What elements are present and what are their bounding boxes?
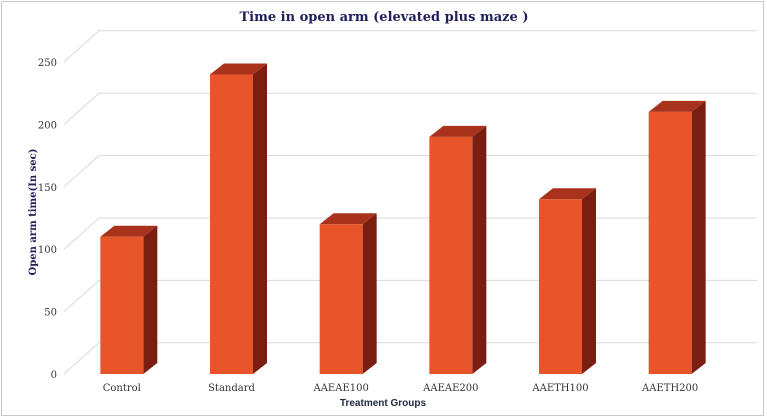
y-tick-label: 100 (38, 245, 57, 256)
x-category-label: AAEAE200 (422, 383, 478, 394)
y-tick-label: 0 (51, 370, 57, 381)
bar-top (319, 213, 377, 225)
bar-side (582, 188, 596, 374)
x-category-label: Control (103, 383, 141, 394)
y-tick-label: 200 (38, 120, 57, 131)
bar (539, 188, 596, 374)
gridline (63, 30, 757, 63)
bar-front (429, 136, 473, 374)
bar-side (691, 100, 706, 375)
y-tick-label: 250 (38, 58, 57, 69)
bar-side (143, 225, 158, 374)
bar-top (429, 125, 487, 137)
bar-top (539, 188, 596, 200)
bar-side (362, 213, 377, 374)
x-category-label: AAEAE100 (312, 383, 368, 394)
gridline (63, 92, 757, 125)
y-tick-label: 50 (44, 308, 57, 319)
bar-top (648, 100, 706, 112)
y-axis-title: Open arm time(In sec) (28, 149, 39, 276)
chart-title: Time in open arm (elevated plus maze ) (240, 10, 529, 25)
bar (429, 125, 487, 374)
gridline (63, 342, 757, 375)
y-tick-label: 150 (38, 183, 57, 194)
x-category-label: AAETH100 (531, 383, 588, 394)
x-category-label: AAETH200 (641, 383, 698, 394)
y-axis-ticks: 0 50 100 150 200 250 (38, 58, 57, 381)
bar (319, 213, 377, 374)
bar-top (210, 63, 267, 75)
gridline (63, 155, 757, 188)
bar-front (648, 111, 692, 375)
bar (648, 100, 706, 375)
gridlines (63, 30, 757, 375)
bar (210, 63, 267, 374)
gridline (63, 217, 757, 250)
bar-front (210, 74, 253, 374)
bars (100, 63, 706, 375)
bar (100, 225, 158, 374)
bar-side (472, 125, 487, 374)
bar-front (100, 236, 144, 374)
x-axis-title: Treatment Groups (340, 398, 427, 409)
x-axis-categories: Control Standard AAEAE100 AAEAE200 AAETH100 A… (103, 383, 699, 394)
bar-front (319, 224, 363, 374)
x-category-label: Standard (208, 383, 255, 394)
bar-side (253, 63, 267, 374)
bar-top (100, 225, 158, 237)
gridline (63, 279, 757, 312)
bar-front (539, 199, 582, 374)
